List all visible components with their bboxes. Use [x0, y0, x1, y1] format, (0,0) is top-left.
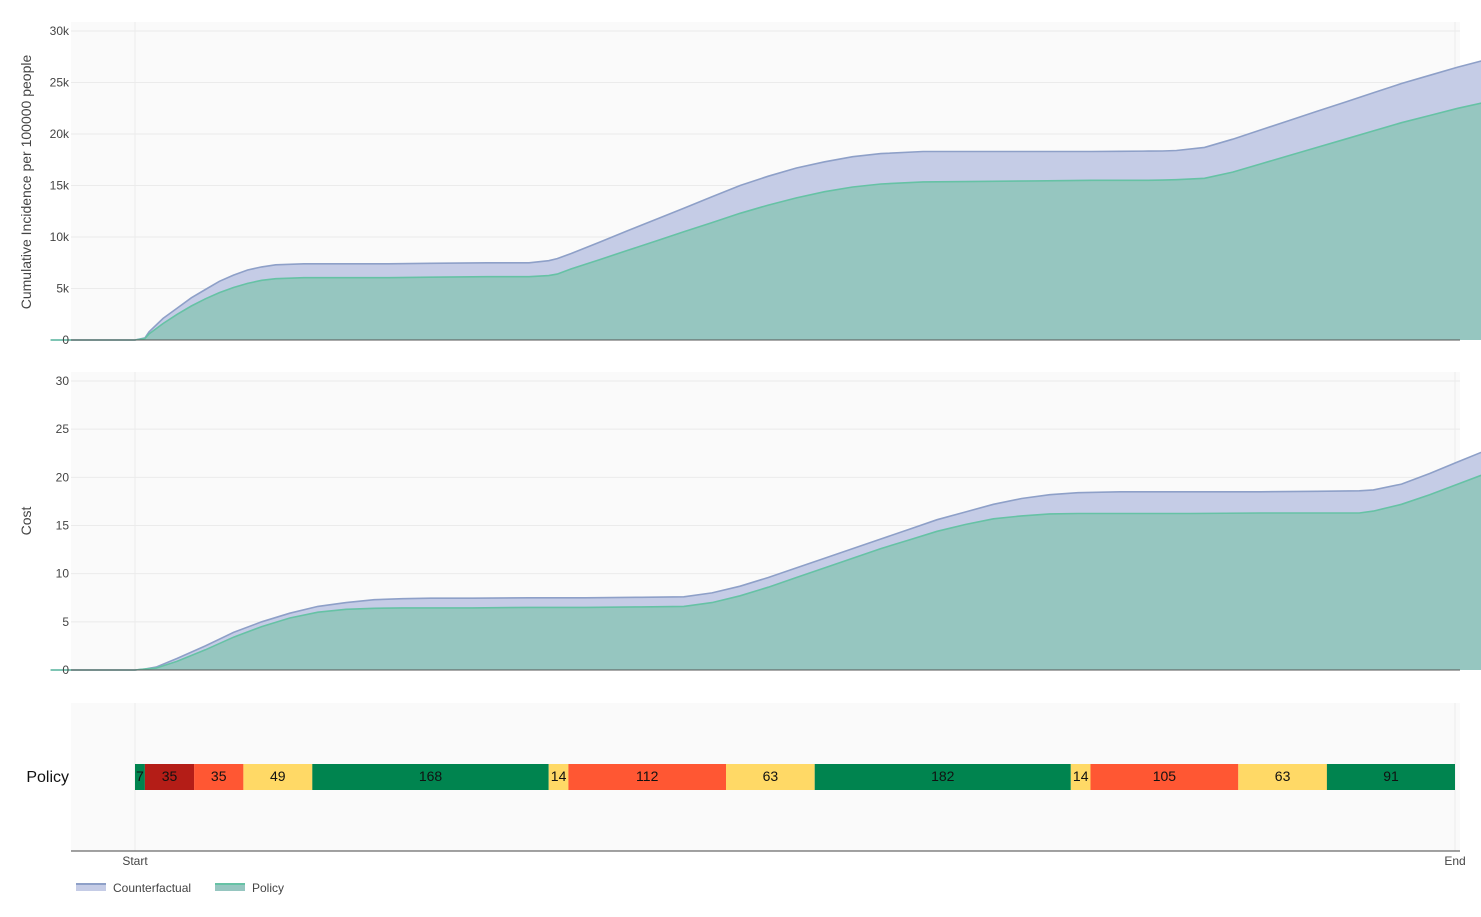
policy-segment: [1326, 764, 1455, 790]
policy-segment: [548, 764, 569, 790]
policy-segment: [144, 764, 195, 790]
policy-segment: [1070, 764, 1091, 790]
policy-segment-label: 35: [162, 768, 178, 784]
incidence-y-tick-label: 15k: [50, 179, 70, 193]
incidence-y-ticks: 0 5k 10k 15k 20k 25k 30k: [50, 24, 70, 347]
policy-segment-label: 14: [551, 768, 567, 784]
incidence-y-tick-label: 10k: [50, 230, 70, 244]
policy-segment-label: 168: [419, 768, 443, 784]
cost-y-tick-label: 15: [56, 519, 70, 533]
incidence-y-axis-title: Cumulative Incidence per 100000 people: [18, 55, 34, 310]
incidence-y-tick-label: 25k: [50, 76, 70, 90]
policy-segment: [1238, 764, 1327, 790]
cost-y-tick-label: 25: [56, 422, 70, 436]
cost-line-policy: [50, 474, 1481, 671]
policy-segment-label: 105: [1153, 768, 1177, 784]
policy-segment-label: 63: [1275, 768, 1291, 784]
incidence-panel: 0 5k 10k 15k 20k 25k 30k Cumulative Incidence …: [18, 22, 1481, 347]
policy-segment: [1090, 764, 1239, 790]
cost-y-tick-label: 5: [62, 615, 69, 629]
cost-area-policy: [50, 475, 1481, 670]
legend-label-policy: Policy: [252, 881, 284, 895]
incidence-area-policy: [50, 103, 1481, 340]
legend-swatch-counterfactual: [76, 884, 106, 891]
policy-segment-label: 112: [636, 768, 659, 784]
incidence-line-counterfactual: [50, 60, 1481, 341]
policy-segment-label: 49: [270, 768, 286, 784]
policy-segments: 7 35 35 49 168 14 112 63 182 14 105 63 91: [135, 764, 1455, 790]
policy-segment: [194, 764, 244, 790]
policy-segment: [135, 764, 145, 790]
policy-segment-label: 14: [1073, 768, 1089, 784]
legend: Counterfactual Policy: [76, 881, 284, 895]
policy-row-label: Policy: [26, 769, 69, 786]
policy-segment-label: 63: [763, 768, 779, 784]
legend-label-counterfactual: Counterfactual: [113, 881, 191, 895]
incidence-y-tick-label: 20k: [50, 127, 70, 141]
cost-areas: [50, 451, 1481, 671]
cost-y-tick-label: 0: [62, 663, 69, 677]
incidence-line-policy: [50, 102, 1481, 341]
legend-item-policy[interactable]: Policy: [215, 881, 284, 895]
cost-y-tick-label: 10: [56, 567, 70, 581]
x-tick-start: Start: [122, 854, 148, 868]
cost-panel: 0 5 10 15 20 25 30 Cost: [18, 372, 1481, 677]
cost-line-counterfactual: [50, 451, 1481, 671]
policy-segment-label: 7: [136, 768, 144, 784]
incidence-areas: [50, 60, 1481, 341]
policy-panel: 7 35 35 49 168 14 112 63 182 14 105 63 91 Policy Sta…: [26, 703, 1466, 868]
policy-segment: [568, 764, 726, 790]
policy-segment-label: 91: [1383, 768, 1399, 784]
cost-y-axis-title: Cost: [18, 507, 34, 536]
legend-swatch-policy: [215, 884, 245, 891]
cost-y-tick-label: 30: [56, 374, 70, 388]
policy-segment-label: 182: [931, 768, 955, 784]
incidence-y-tick-label: 5k: [56, 282, 70, 296]
cost-y-tick-label: 20: [56, 470, 70, 484]
policy-segment-label: 35: [211, 768, 227, 784]
policy-segment: [814, 764, 1071, 790]
incidence-y-tick-label: 30k: [50, 24, 70, 38]
incidence-y-tick-label: 0: [62, 333, 69, 347]
cost-y-ticks: 0 5 10 15 20 25 30: [56, 374, 70, 677]
x-tick-end: End: [1444, 854, 1465, 868]
policy-segment: [312, 764, 549, 790]
policy-segment: [243, 764, 313, 790]
legend-item-counterfactual[interactable]: Counterfactual: [76, 881, 191, 895]
policy-segment: [726, 764, 815, 790]
